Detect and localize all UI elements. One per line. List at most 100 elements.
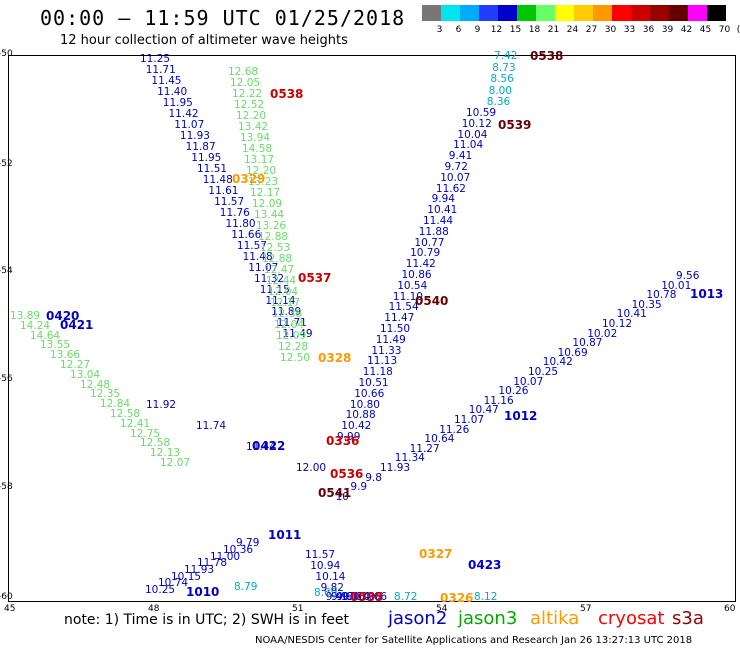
wave-height-label: 11.16: [483, 394, 514, 407]
wave-height-label: 9.8: [365, 471, 382, 484]
wave-height-label: 11.13: [367, 355, 398, 368]
wave-height-label: 11.45: [151, 75, 182, 87]
wave-height-label: 11.66: [231, 229, 262, 241]
wave-height-label: 10.41: [427, 204, 458, 217]
wave-height-label: 11.44: [246, 441, 277, 453]
wave-height-label: 10.14: [315, 571, 346, 583]
wave-height-label: 11.54: [388, 301, 419, 314]
scale-label: 36: [642, 25, 655, 35]
wave-height-label: 11.50: [380, 323, 411, 335]
wave-height-label: 10.42: [542, 356, 573, 369]
wave-height-label: 10.51: [358, 377, 389, 389]
wave-height-label: 11.49: [375, 333, 406, 346]
scale-label: 3: [436, 25, 443, 35]
wave-height-label: 11.18: [362, 366, 393, 379]
wave-height-label: 10.12: [602, 318, 633, 330]
wave-height-label: 13.04: [70, 368, 101, 381]
wave-height-label: 10.25: [528, 366, 559, 378]
wave-height-label: 9.40: [325, 591, 350, 603]
wave-height-label: 10.08: [351, 591, 382, 603]
wave-height-label: 10.66: [354, 387, 385, 400]
scale-label: 21: [547, 25, 560, 35]
wave-height-label: 12.75: [130, 427, 161, 440]
wave-height-label: 11.76: [219, 207, 250, 219]
wave-height-label: 11.32: [254, 273, 285, 285]
wave-height-label: 10.25: [145, 584, 176, 596]
wave-height-label: 11.61: [208, 185, 239, 197]
wave-height-label: 10.87: [572, 337, 603, 350]
y-tick-label: -52: [0, 159, 13, 169]
scale-swatch: [422, 5, 441, 21]
scale-swatch: [593, 5, 612, 21]
scale-label: 12: [490, 25, 503, 35]
wave-height-label: 10.80: [349, 398, 380, 411]
x-tick-label: 54: [436, 604, 448, 614]
wave-height-label: 11.80: [225, 218, 256, 230]
x-tick-label: 45: [4, 604, 16, 614]
wave-height-label: 10.26: [498, 385, 529, 398]
wave-height-label: 10.47: [468, 404, 499, 417]
wave-height-label: 12.05: [230, 77, 261, 89]
wave-height-label: 10.69: [557, 346, 588, 359]
wave-height-label: 11.78: [197, 557, 228, 570]
wave-height-label: 13.89: [10, 310, 41, 322]
scale-label: 27: [585, 25, 598, 35]
wave-height-label: 9.99: [337, 431, 361, 443]
scale-label: 33: [623, 25, 636, 35]
wave-height-label: 14.64: [30, 329, 61, 342]
wave-height-label: 10.59: [466, 107, 497, 119]
pass-time-label: 0327: [419, 547, 453, 561]
wave-height-label: 12.20: [236, 110, 267, 122]
wave-height-label: 10.07: [440, 171, 471, 184]
wave-height-label: 11.40: [157, 86, 188, 98]
wave-height-label: 9.14: [346, 591, 370, 603]
pass-time-label: 0538: [270, 87, 304, 101]
scale-swatch: [441, 5, 460, 21]
wave-height-label: 13.26: [256, 220, 287, 232]
wave-height-label: 12.84: [100, 398, 131, 411]
wave-height-label: 11.34: [394, 452, 425, 465]
wave-height-label: 11.74: [196, 420, 227, 432]
wave-height-label: 11.51: [197, 163, 228, 175]
scale-label: 70: [718, 25, 731, 35]
wave-height-label: 10.04: [457, 128, 488, 141]
wave-height-label: 8.00: [488, 84, 512, 97]
wave-height-label: 10.01: [661, 279, 692, 292]
wave-height-label: 8.73: [492, 61, 516, 74]
x-tick-label: 48: [148, 604, 160, 614]
pass-time-label: 0328: [318, 351, 352, 365]
y-tick-label: -54: [0, 266, 13, 276]
wave-height-label: 10.86: [401, 269, 432, 281]
wave-height-label: 12.53: [260, 242, 291, 254]
pass-time-label: 0540: [415, 294, 449, 308]
pass-time-label: 0537: [298, 271, 332, 285]
wave-height-label: 11.48: [202, 174, 233, 186]
wave-height-label: 13.42: [238, 121, 269, 133]
wave-height-label: 12.09: [276, 330, 307, 342]
wave-height-label: 12.48: [80, 378, 111, 391]
wave-height-label: 10.54: [397, 279, 428, 292]
wave-height-label: 11.93: [380, 462, 411, 474]
wave-height-label: 11.62: [435, 182, 466, 195]
wave-height-label: 12.88: [262, 253, 293, 265]
y-tick-label: -56: [0, 374, 13, 384]
wave-height-label: 10.41: [616, 308, 647, 321]
legend-item-jason3: jason3: [458, 608, 518, 629]
wave-height-label: 11.57: [214, 196, 245, 208]
y-tick-label: -50: [0, 49, 13, 59]
pass-time-label: 1013: [690, 287, 724, 301]
wave-height-label: 12.41: [120, 417, 151, 430]
scale-swatch: [479, 5, 498, 21]
wave-height-label: 12.04: [268, 286, 299, 298]
scale-swatch: [688, 5, 707, 21]
x-tick-label: 57: [580, 604, 592, 614]
pass-time-label: 0541: [318, 486, 352, 500]
scale-swatch: [574, 5, 593, 21]
scale-swatch: [612, 5, 631, 21]
wave-height-label: 13.66: [50, 349, 81, 362]
wave-height-label: 10.79: [410, 247, 441, 260]
wave-height-label: 9.56: [676, 270, 700, 282]
wave-height-label: 10.74: [158, 577, 189, 590]
wave-height-label: 11.71: [145, 64, 176, 76]
wave-height-label: 11.00: [210, 550, 241, 563]
